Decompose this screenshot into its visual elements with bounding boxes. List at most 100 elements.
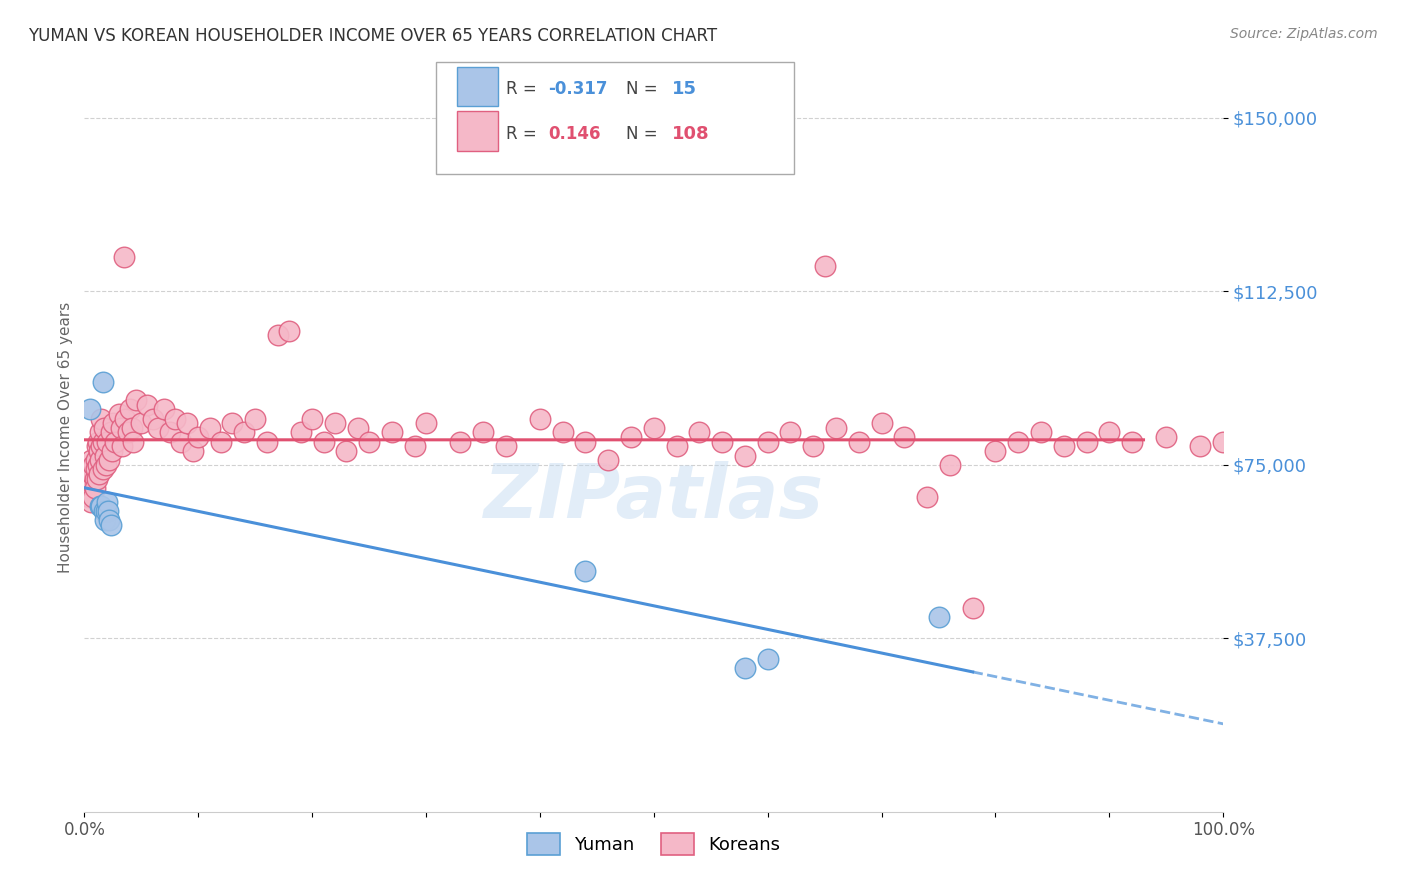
- Point: [415, 416, 437, 430]
- Point: [83, 472, 105, 486]
- Point: [114, 411, 136, 425]
- Point: [495, 439, 517, 453]
- Point: [1007, 434, 1029, 449]
- Point: [1156, 430, 1178, 444]
- Text: R =: R =: [506, 125, 543, 143]
- Point: [82, 476, 104, 491]
- Point: [1189, 439, 1212, 453]
- Point: [756, 652, 779, 666]
- Point: [915, 490, 938, 504]
- Point: [82, 467, 104, 481]
- Point: [734, 661, 756, 675]
- Legend: Yuman, Koreans: Yuman, Koreans: [520, 826, 787, 863]
- Point: [323, 416, 346, 430]
- Point: [107, 407, 129, 421]
- Point: [90, 439, 112, 453]
- Point: [82, 458, 104, 472]
- Point: [870, 416, 893, 430]
- Point: [136, 398, 159, 412]
- Point: [359, 434, 381, 449]
- Point: [91, 375, 114, 389]
- Point: [89, 453, 111, 467]
- Point: [90, 500, 112, 514]
- Point: [165, 411, 187, 425]
- Point: [110, 421, 132, 435]
- Point: [472, 425, 495, 440]
- Point: [335, 444, 357, 458]
- Point: [198, 421, 221, 435]
- Point: [142, 411, 165, 425]
- Text: 108: 108: [672, 125, 710, 143]
- Point: [734, 449, 756, 463]
- Point: [1121, 434, 1143, 449]
- Point: [688, 425, 710, 440]
- Point: [89, 444, 111, 458]
- Point: [245, 411, 267, 425]
- Point: [118, 402, 141, 417]
- Point: [939, 458, 962, 472]
- Point: [94, 458, 117, 472]
- Point: [209, 434, 232, 449]
- Point: [94, 449, 117, 463]
- Point: [893, 430, 915, 444]
- Point: [100, 518, 122, 533]
- Point: [96, 495, 118, 509]
- Point: [620, 430, 643, 444]
- Point: [346, 421, 368, 435]
- Point: [124, 393, 146, 408]
- Point: [1053, 439, 1076, 453]
- Point: [94, 504, 117, 518]
- Point: [187, 430, 209, 444]
- Point: [80, 453, 103, 467]
- Point: [814, 259, 837, 273]
- Point: [404, 439, 426, 453]
- Point: [89, 500, 111, 514]
- Point: [1076, 434, 1098, 449]
- Point: [665, 439, 688, 453]
- Text: ZIPatlas: ZIPatlas: [484, 460, 824, 533]
- Point: [77, 490, 100, 504]
- Point: [91, 462, 114, 476]
- Point: [962, 601, 984, 615]
- Point: [148, 421, 170, 435]
- Point: [232, 425, 254, 440]
- Point: [86, 472, 108, 486]
- Point: [290, 425, 312, 440]
- Point: [87, 434, 110, 449]
- Text: N =: N =: [626, 125, 662, 143]
- Point: [221, 416, 243, 430]
- Point: [278, 324, 301, 338]
- Point: [1212, 434, 1234, 449]
- Point: [381, 425, 404, 440]
- Point: [529, 411, 551, 425]
- Point: [96, 434, 118, 449]
- Point: [928, 610, 950, 624]
- Text: N =: N =: [626, 80, 662, 98]
- Point: [825, 421, 848, 435]
- Point: [121, 421, 143, 435]
- Text: YUMAN VS KOREAN HOUSEHOLDER INCOME OVER 65 YEARS CORRELATION CHART: YUMAN VS KOREAN HOUSEHOLDER INCOME OVER …: [28, 27, 717, 45]
- Point: [111, 439, 134, 453]
- Point: [711, 434, 734, 449]
- Point: [79, 402, 101, 417]
- Point: [84, 453, 107, 467]
- Y-axis label: Householder Income Over 65 years: Householder Income Over 65 years: [58, 301, 73, 573]
- Point: [104, 434, 127, 449]
- Point: [117, 425, 139, 440]
- Point: [89, 467, 111, 481]
- Point: [756, 434, 779, 449]
- Point: [93, 421, 115, 435]
- Point: [181, 444, 204, 458]
- Point: [301, 411, 323, 425]
- Text: 0.146: 0.146: [548, 125, 600, 143]
- Point: [93, 504, 115, 518]
- Point: [267, 328, 290, 343]
- Point: [83, 481, 105, 495]
- Point: [91, 434, 114, 449]
- Point: [153, 402, 176, 417]
- Point: [131, 416, 153, 430]
- Point: [80, 495, 103, 509]
- Point: [643, 421, 665, 435]
- Point: [84, 462, 107, 476]
- Point: [1029, 425, 1052, 440]
